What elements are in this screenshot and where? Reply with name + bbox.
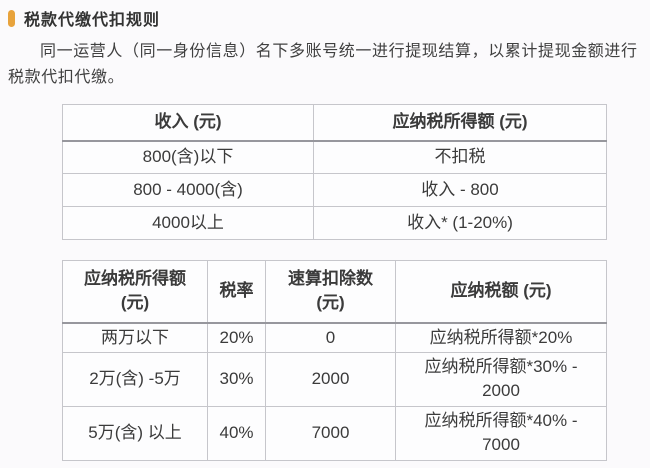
income-taxable-table: 收入 (元) 应纳税所得额 (元) 800(含)以下 不扣税 800 - 400… — [62, 104, 607, 240]
table-cell: 收入 - 800 — [313, 173, 607, 207]
intro-paragraph: 同一运营人（同一身份信息）名下多账号统一进行提现结算，以累计提现金额进行税款代扣… — [8, 43, 638, 86]
table-row: 4000以上 收入* (1-20%) — [62, 206, 607, 240]
table-cell: 两万以下 — [62, 322, 208, 353]
column-header-tax-rate: 税率 — [207, 260, 266, 324]
page-title: 税款代缴代扣规则 — [24, 12, 161, 29]
table-cell: 40% — [207, 405, 266, 461]
section-header: 税款代缴代扣规则 — [0, 0, 650, 30]
table-cell: 7000 — [265, 405, 396, 461]
title-accent-bar-icon — [8, 9, 15, 27]
table-cell: 30% — [207, 351, 266, 407]
table-row: 2万(含) -5万 30% 2000 应纳税所得额*30% - 2000 — [62, 351, 607, 407]
table-cell: 20% — [207, 322, 266, 353]
table-cell: 应纳税所得额*40% - 7000 — [395, 405, 607, 461]
column-header-income: 收入 (元) — [62, 104, 314, 142]
table-cell: 5万(含) 以上 — [62, 405, 208, 461]
table-cell: 800(含)以下 — [62, 140, 314, 174]
tax-rate-table: 应纳税所得额 (元) 税率 速算扣除数 (元) 应纳税额 (元) 两万以下 20… — [62, 260, 607, 461]
table-row: 800 - 4000(含) 收入 - 800 — [62, 173, 607, 207]
table-cell: 4000以上 — [62, 206, 314, 240]
table-cell: 应纳税所得额*30% - 2000 — [395, 351, 607, 407]
table-row: 两万以下 20% 0 应纳税所得额*20% — [62, 322, 607, 353]
column-header-quick-deduction: 速算扣除数 (元) — [265, 260, 396, 324]
table-cell: 800 - 4000(含) — [62, 173, 314, 207]
table-header-row: 收入 (元) 应纳税所得额 (元) — [62, 104, 607, 142]
table-cell: 应纳税所得额*20% — [395, 322, 607, 353]
column-header-taxable-income: 应纳税所得额 (元) — [62, 260, 208, 324]
table-cell: 0 — [265, 322, 396, 353]
table-cell: 不扣税 — [313, 140, 607, 174]
table-header-row: 应纳税所得额 (元) 税率 速算扣除数 (元) 应纳税额 (元) — [62, 260, 607, 324]
table-row: 800(含)以下 不扣税 — [62, 140, 607, 174]
column-header-tax-payable: 应纳税额 (元) — [395, 260, 607, 324]
column-header-taxable-income: 应纳税所得额 (元) — [313, 104, 607, 142]
table-cell: 收入* (1-20%) — [313, 206, 607, 240]
table-cell: 2万(含) -5万 — [62, 351, 208, 407]
table-cell: 2000 — [265, 351, 396, 407]
table-row: 5万(含) 以上 40% 7000 应纳税所得额*40% - 7000 — [62, 405, 607, 461]
